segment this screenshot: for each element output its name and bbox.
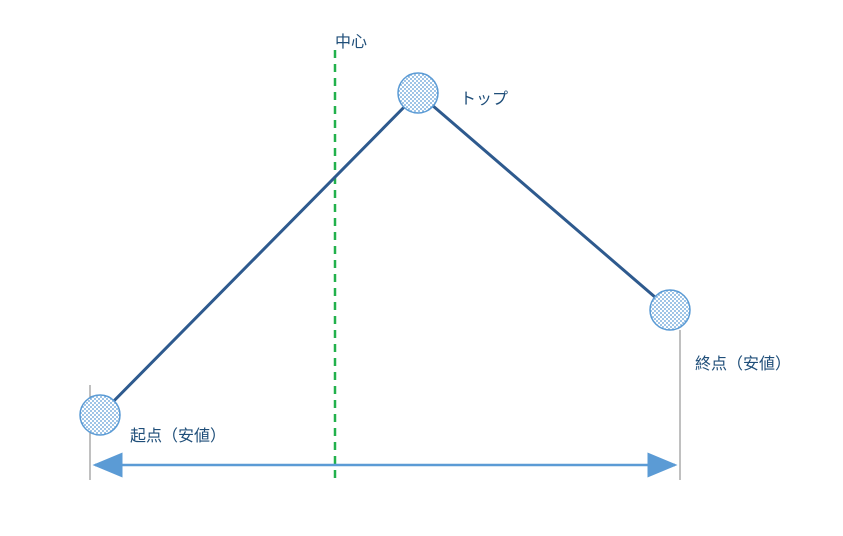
center-label: 中心: [335, 28, 367, 52]
diagram-canvas: [0, 0, 843, 536]
end-node: [650, 290, 690, 330]
top-node: [398, 73, 438, 113]
start-node: [80, 395, 120, 435]
start-label: 起点（安値）: [130, 422, 226, 446]
end-label: 終点（安値）: [695, 350, 791, 374]
price-path: [100, 93, 670, 415]
top-label: トップ: [460, 85, 508, 109]
